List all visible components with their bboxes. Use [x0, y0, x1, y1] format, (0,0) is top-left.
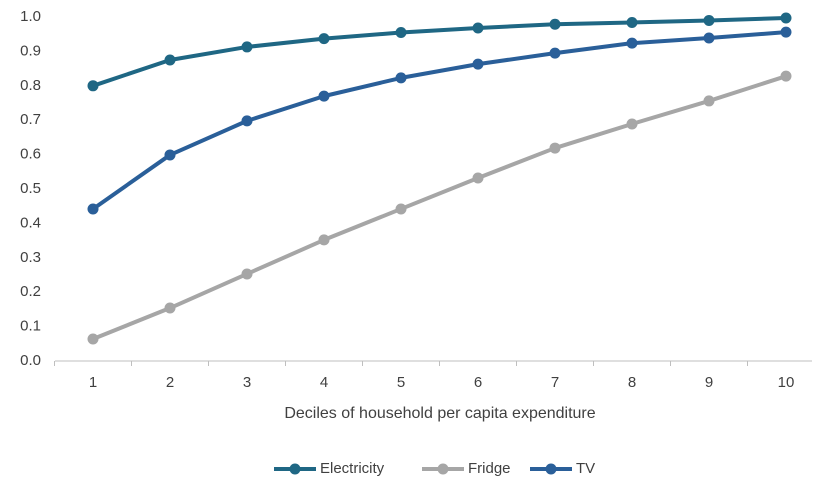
data-point [318, 234, 330, 246]
y-tick-label: 0.9 [20, 42, 41, 59]
x-tick-label: 10 [778, 374, 795, 391]
data-point [472, 22, 484, 34]
legend-label: Fridge [468, 460, 511, 477]
x-axis-title: Deciles of household per capita expendit… [284, 405, 595, 422]
series-line [91, 30, 787, 211]
data-point [395, 72, 407, 84]
x-tick-label: 2 [166, 374, 174, 391]
legend-marker [289, 463, 301, 475]
data-point [626, 17, 638, 29]
data-point [395, 26, 407, 38]
y-tick-label: 0.5 [20, 180, 41, 197]
data-point [87, 80, 99, 92]
y-tick-label: 0.4 [20, 214, 41, 231]
data-point [780, 26, 792, 38]
data-point [780, 70, 792, 82]
data-point [318, 33, 330, 45]
data-point [164, 302, 176, 314]
legend-marker [545, 463, 557, 475]
x-tick-label: 9 [705, 374, 713, 391]
legend-label: TV [576, 460, 595, 477]
data-point [549, 47, 561, 59]
x-tick-label: 5 [397, 374, 405, 391]
data-point [472, 58, 484, 70]
y-tick-label: 0.0 [20, 352, 41, 369]
series-line [92, 74, 787, 341]
y-tick-label: 0.6 [20, 146, 41, 163]
legend-marker [437, 463, 449, 475]
data-point [549, 142, 561, 154]
data-point [780, 12, 792, 24]
legend-label: Electricity [320, 460, 385, 477]
data-point [241, 268, 253, 280]
y-tick-label: 0.2 [20, 283, 41, 300]
x-tick-label: 7 [551, 374, 559, 391]
data-point [164, 54, 176, 66]
y-tick-label: 0.3 [20, 249, 41, 266]
series-line [92, 16, 787, 88]
data-point [318, 90, 330, 102]
data-point [87, 333, 99, 345]
data-point [87, 203, 99, 215]
data-point [241, 115, 253, 127]
x-tick-label: 3 [243, 374, 251, 391]
data-point [472, 172, 484, 184]
x-tick-label: 4 [320, 374, 328, 391]
x-tick-label: 8 [628, 374, 636, 391]
data-point [241, 41, 253, 53]
x-tick-label: 6 [474, 374, 482, 391]
data-point [164, 149, 176, 161]
data-point [626, 37, 638, 49]
y-tick-label: 0.1 [20, 318, 41, 335]
y-tick-label: 0.7 [20, 111, 41, 128]
data-point [703, 95, 715, 107]
data-point [626, 118, 638, 130]
x-tick-label: 1 [89, 374, 97, 391]
data-point [549, 18, 561, 30]
y-tick-label: 0.8 [20, 77, 41, 94]
data-point [703, 14, 715, 26]
y-tick-label: 1.0 [20, 8, 41, 25]
data-point [395, 203, 407, 215]
data-point [703, 32, 715, 44]
